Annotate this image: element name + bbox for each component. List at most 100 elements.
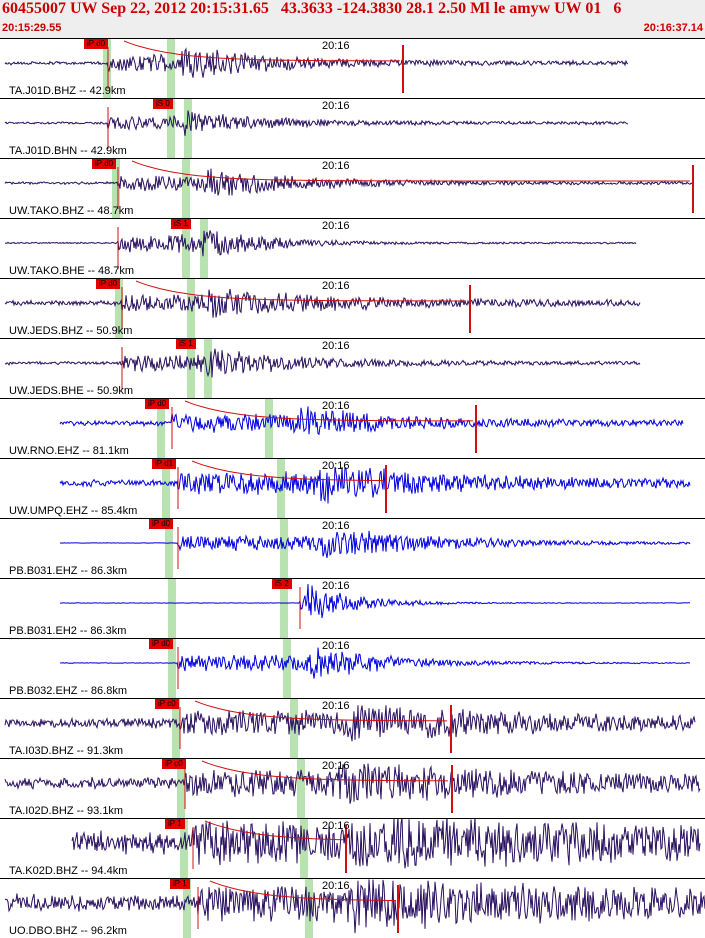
channel-label: UW.TAKO.BHZ -- 48.7km <box>9 205 134 217</box>
trace-panel[interactable]: iS 1 20:16 UW.JEDS.BHE -- 50.9km <box>0 338 705 398</box>
phase-marker-band <box>187 339 195 398</box>
time-tick-label: 20:16 <box>322 820 350 832</box>
phase-marker-band <box>200 219 208 278</box>
trace-panel[interactable]: iP d0 20:16 PB.B032.EHZ -- 86.8km <box>0 638 705 698</box>
phase-pick-label[interactable]: iS 1 <box>176 339 196 349</box>
phase-marker-band <box>182 159 190 218</box>
trace-panel[interactable]: iP d0 20:16 PB.B031.EHZ -- 86.3km <box>0 518 705 578</box>
time-tick-label: 20:16 <box>322 100 350 112</box>
channel-label: UW.JEDS.BHE -- 50.9km <box>9 385 134 397</box>
time-tick-label: 20:16 <box>322 340 350 352</box>
phase-marker-band <box>103 39 111 98</box>
channel-label: PB.B032.EHZ -- 86.8km <box>9 685 127 697</box>
waveform-line <box>4 879 705 934</box>
trace-canvas <box>4 279 641 338</box>
phase-pick-label[interactable]: iP d1 <box>152 459 177 469</box>
coda-fit-curve <box>131 160 690 182</box>
time-tick-label: 20:16 <box>322 520 350 532</box>
event-header: 60455007 UW Sep 22, 2012 20:15:31.65 43.… <box>0 0 705 38</box>
phase-pick-label[interactable]: iP 1 <box>170 879 190 889</box>
trace-panel[interactable]: iS 2 20:16 PB.B031.EH2 -- 86.3km <box>0 578 705 638</box>
trace-canvas <box>4 339 641 398</box>
trace-panel[interactable]: iS 0 20:16 TA.J01D.BHN -- 42.9km <box>0 98 705 158</box>
time-tick-label: 20:16 <box>322 280 350 292</box>
trace-canvas <box>4 699 696 758</box>
trace-panel[interactable]: iP d0 20:16 UW.JEDS.BHZ -- 50.9km <box>0 278 705 338</box>
phase-pick-label[interactable]: iP d0 <box>149 519 174 529</box>
phase-marker-band <box>115 279 123 338</box>
phase-marker-band <box>305 879 313 938</box>
trace-panel[interactable]: iS 1 20:16 UW.TAKO.BHE -- 48.7km <box>0 218 705 278</box>
phase-marker-band <box>204 339 212 398</box>
coda-fit-curve <box>135 280 466 302</box>
phase-marker-band <box>167 99 175 158</box>
phase-pick-label[interactable]: iP d0 <box>84 39 109 49</box>
trace-canvas <box>71 819 701 878</box>
phase-marker-band <box>180 819 188 878</box>
waveform-line <box>4 288 641 318</box>
time-tick-label: 20:16 <box>322 220 350 232</box>
phase-pick-label[interactable]: iP d0 <box>145 399 170 409</box>
trace-panel[interactable]: iP 1 20:16 TA.K02D.BHZ -- 94.4km <box>0 818 705 878</box>
waveform-line <box>4 230 637 257</box>
waveform-line <box>4 763 701 804</box>
waveform-line <box>59 406 684 436</box>
waveform-line <box>71 819 701 869</box>
trace-panel[interactable]: iP d0 20:16 UW.RNO.EHZ -- 81.1km <box>0 398 705 458</box>
coda-fit-curve <box>194 700 447 722</box>
trace-panel[interactable]: iP c0 20:16 TA.I02D.BHZ -- 93.1km <box>0 758 705 818</box>
trace-panel[interactable]: iP d1 20:16 UW.UMPQ.EHZ -- 85.4km <box>0 458 705 518</box>
phase-pick-label[interactable]: iS 2 <box>272 579 292 589</box>
phase-pick-label[interactable]: iS 0 <box>153 99 173 109</box>
phase-pick-label[interactable]: iP c0 <box>155 699 179 709</box>
trace-canvas <box>4 39 629 98</box>
phase-marker-band <box>283 639 291 698</box>
channel-label: TA.J01D.BHZ -- 42.9km <box>9 85 126 97</box>
waveform-line <box>4 110 629 136</box>
phase-marker-band <box>168 639 176 698</box>
phase-marker-band <box>162 459 170 518</box>
trace-canvas <box>59 639 691 698</box>
phase-pick-label[interactable]: iP 1 <box>165 819 185 829</box>
event-title: 60455007 UW Sep 22, 2012 20:15:31.65 43.… <box>2 0 622 17</box>
phase-pick-label[interactable]: iP c0 <box>162 759 186 769</box>
phase-pick-label[interactable]: iS 1 <box>171 219 191 229</box>
phase-pick-label[interactable]: iP d0 <box>92 159 117 169</box>
waveform-line <box>59 530 691 558</box>
time-tick-label: 20:16 <box>322 760 350 772</box>
waveform-line <box>4 348 641 378</box>
phase-marker-band <box>157 399 165 458</box>
phase-marker-band <box>280 579 288 638</box>
phase-pick-label[interactable]: iP d0 <box>149 639 174 649</box>
time-tick-label: 20:16 <box>322 880 350 892</box>
phase-marker-band <box>168 579 176 638</box>
trace-panel[interactable]: iP d0 20:16 TA.J01D.BHZ -- 42.9km <box>0 38 705 98</box>
phase-marker-band <box>297 759 305 818</box>
channel-label: UO.DBO.BHZ -- 96.2km <box>9 925 127 937</box>
channel-label: UW.RNO.EHZ -- 81.1km <box>9 445 129 457</box>
trace-panel[interactable]: iP d0 20:16 UW.TAKO.BHZ -- 48.7km <box>0 158 705 218</box>
phase-marker-band <box>280 519 288 578</box>
phase-marker-band <box>184 99 192 158</box>
trace-canvas <box>4 99 629 158</box>
channel-label: UW.JEDS.BHZ -- 50.9km <box>9 325 133 337</box>
coda-fit-curve <box>201 760 449 782</box>
time-tick-label: 20:16 <box>322 700 350 712</box>
trace-canvas <box>4 219 637 278</box>
time-tick-label: 20:16 <box>322 640 350 652</box>
window-start-time: 20:15:29.55 <box>2 22 62 34</box>
trace-canvas <box>59 399 684 458</box>
phase-marker-band <box>112 159 120 218</box>
trace-panel[interactable]: iP c0 20:16 TA.I03D.BHZ -- 91.3km <box>0 698 705 758</box>
phase-pick-label[interactable]: iP d0 <box>96 279 121 289</box>
phase-marker-band <box>183 879 191 938</box>
coda-fit-curve <box>209 880 396 901</box>
channel-label: TA.I03D.BHZ -- 91.3km <box>9 745 124 757</box>
time-tick-label: 20:16 <box>322 460 350 472</box>
waveform-line <box>60 583 691 619</box>
phase-marker-band <box>265 399 273 458</box>
phase-marker-band <box>177 759 185 818</box>
trace-canvas <box>4 879 705 938</box>
waveform-line <box>4 47 629 78</box>
trace-panel[interactable]: iP 1 20:16 UO.DBO.BHZ -- 96.2km <box>0 878 705 938</box>
